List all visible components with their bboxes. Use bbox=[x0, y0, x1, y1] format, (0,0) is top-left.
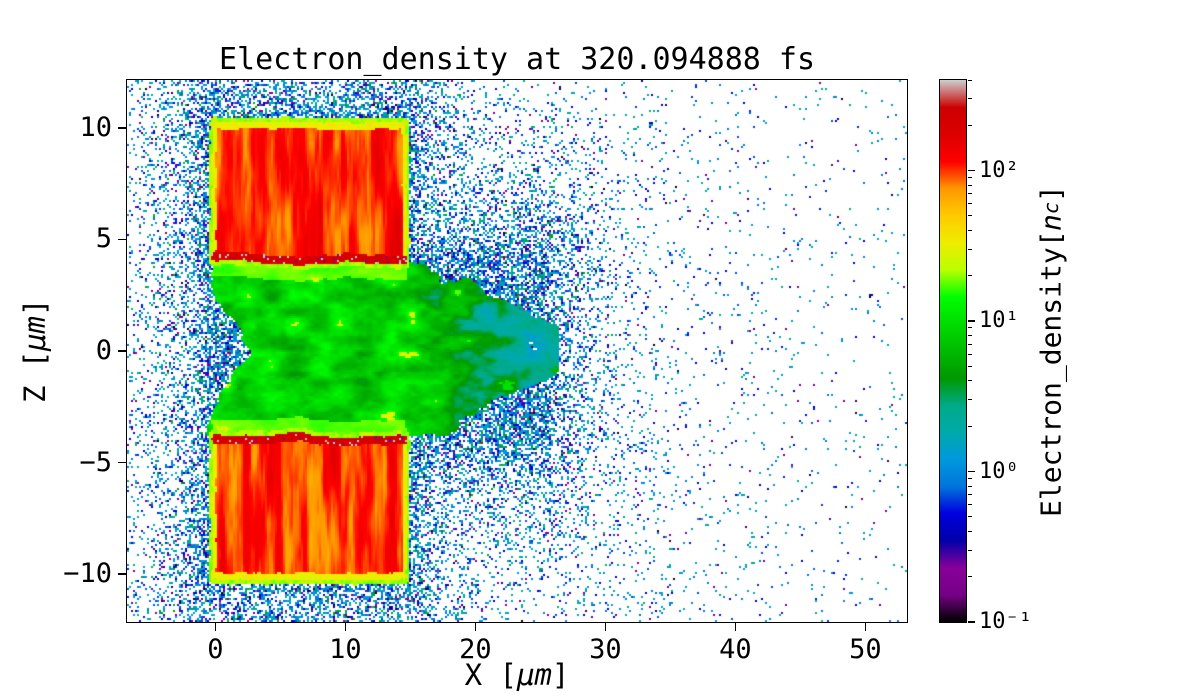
y-axis-label-suffix: ] bbox=[18, 298, 52, 317]
x-axis-label: X [μm] bbox=[127, 658, 907, 692]
x-axis-label-suffix: ] bbox=[551, 658, 570, 692]
chart-title-text: Electron_density at 320.094888 fs bbox=[218, 42, 816, 77]
colorbar-tick-label: 10¹ bbox=[979, 308, 1019, 334]
colorbar-minor-tick-mark bbox=[968, 98, 972, 100]
y-tick-label: −10 bbox=[63, 558, 112, 590]
colorbar-label-suffix: ] bbox=[1034, 184, 1068, 202]
plot-area bbox=[126, 79, 908, 623]
density-heatmap-canvas bbox=[127, 80, 907, 622]
colorbar-minor-tick-mark bbox=[968, 530, 972, 532]
colorbar-tick-mark bbox=[968, 169, 975, 172]
y-axis-label-unit: μm bbox=[18, 316, 52, 351]
colorbar-minor-tick-mark bbox=[968, 229, 972, 231]
colorbar-label: Electron_density[n c] bbox=[1028, 80, 1074, 622]
colorbar-minor-tick-mark bbox=[968, 193, 972, 195]
y-tick-mark bbox=[118, 573, 126, 575]
x-tick-label: 10 bbox=[329, 634, 362, 665]
colorbar-minor-tick-mark bbox=[968, 327, 972, 329]
colorbar-minor-tick-mark bbox=[968, 184, 972, 186]
colorbar bbox=[939, 79, 967, 623]
y-tick-label: −5 bbox=[79, 446, 112, 478]
colorbar-minor-tick-mark bbox=[968, 549, 972, 551]
colorbar-gradient-canvas bbox=[940, 80, 966, 622]
y-tick-mark bbox=[118, 127, 126, 129]
colorbar-label-prefix: Electron_density[ bbox=[1034, 230, 1068, 518]
colorbar-minor-tick-mark bbox=[968, 485, 972, 487]
colorbar-minor-tick-mark bbox=[968, 275, 972, 277]
colorbar-minor-tick-mark bbox=[968, 79, 972, 81]
x-tick-mark bbox=[474, 623, 477, 631]
x-tick-label: 20 bbox=[459, 634, 492, 665]
colorbar-minor-tick-mark bbox=[968, 248, 972, 250]
colorbar-minor-tick-mark bbox=[968, 576, 972, 578]
colorbar-minor-tick-mark bbox=[968, 176, 972, 178]
x-tick-mark bbox=[344, 623, 347, 631]
colorbar-tick-mark bbox=[968, 470, 975, 473]
x-axis-label-unit: μm bbox=[517, 658, 552, 692]
x-tick-mark bbox=[734, 623, 737, 631]
y-tick-mark bbox=[118, 350, 126, 352]
colorbar-minor-tick-mark bbox=[968, 124, 972, 126]
colorbar-minor-tick-mark bbox=[968, 494, 972, 496]
colorbar-minor-tick-mark bbox=[968, 380, 972, 382]
colorbar-minor-tick-mark bbox=[968, 425, 972, 427]
y-tick-label: 10 bbox=[79, 111, 112, 143]
y-axis-label-prefix: Z [ bbox=[18, 351, 52, 404]
colorbar-minor-tick-mark bbox=[968, 343, 972, 345]
colorbar-minor-tick-mark bbox=[968, 335, 972, 337]
colorbar-label-var: n bbox=[1034, 213, 1068, 231]
x-tick-label: 30 bbox=[589, 634, 622, 665]
colorbar-minor-tick-mark bbox=[968, 353, 972, 355]
y-tick-label: 0 bbox=[95, 335, 112, 366]
colorbar-minor-tick-mark bbox=[968, 504, 972, 506]
x-tick-mark bbox=[214, 623, 217, 631]
colorbar-minor-tick-mark bbox=[968, 399, 972, 401]
x-tick-mark bbox=[604, 623, 607, 631]
colorbar-tick-mark bbox=[968, 621, 975, 623]
colorbar-tick-label: 10² bbox=[979, 157, 1019, 183]
x-tick-label: 50 bbox=[849, 634, 882, 665]
colorbar-tick-label: 10⁻¹ bbox=[979, 609, 1032, 634]
x-axis-label-prefix: X [ bbox=[464, 658, 517, 692]
colorbar-minor-tick-mark bbox=[968, 477, 972, 479]
colorbar-minor-tick-mark bbox=[968, 365, 972, 367]
colorbar-minor-tick-mark bbox=[968, 203, 972, 205]
y-tick-label: 5 bbox=[95, 223, 112, 255]
colorbar-tick-mark bbox=[968, 320, 975, 322]
y-tick-mark bbox=[118, 238, 126, 241]
y-axis-label: Z [μm] bbox=[14, 80, 56, 622]
colorbar-label-subscript: c bbox=[1039, 201, 1063, 214]
x-tick-mark bbox=[864, 623, 867, 631]
colorbar-minor-tick-mark bbox=[968, 215, 972, 217]
y-tick-mark bbox=[118, 461, 126, 464]
x-tick-label: 0 bbox=[207, 634, 224, 665]
chart-title: Electron_density at 320.094888 fs bbox=[127, 42, 907, 77]
colorbar-minor-tick-mark bbox=[968, 516, 972, 518]
x-tick-label: 40 bbox=[719, 634, 752, 665]
colorbar-tick-label: 10⁰ bbox=[979, 458, 1019, 484]
